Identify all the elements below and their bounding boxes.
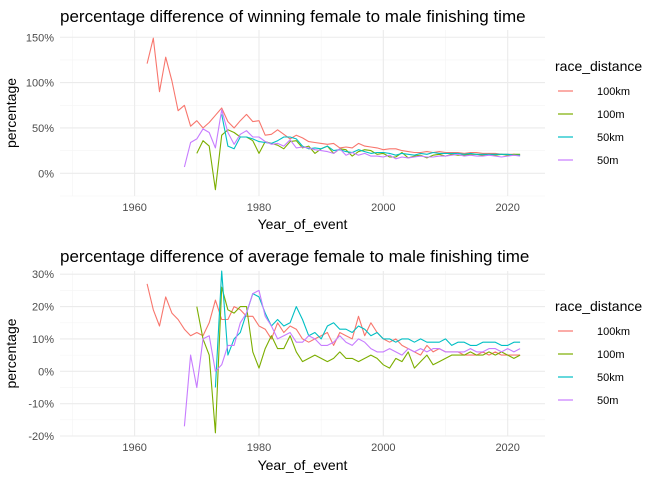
y-tick-label: 10%	[32, 334, 54, 346]
series-line-50km	[221, 114, 521, 156]
legend-title: race_distance	[555, 298, 642, 314]
y-tick-label: 0%	[38, 366, 54, 378]
series-line-100m	[196, 129, 521, 191]
x-tick-label: 1980	[247, 202, 271, 214]
x-tick-label: 2000	[371, 442, 395, 454]
legend-label-50km: 50km	[597, 372, 624, 384]
legend-label-50m: 50m	[597, 155, 618, 167]
y-tick-label: -10%	[28, 399, 54, 411]
y-axis-title: percentage	[3, 78, 19, 148]
chart-title: percentage difference of winning female …	[60, 7, 526, 26]
legend-label-100km: 100km	[597, 86, 630, 98]
y-tick-label: 100%	[26, 78, 54, 90]
series-line-100km	[146, 37, 521, 156]
y-tick-label: 20%	[32, 302, 54, 314]
series-line-100m	[196, 286, 521, 434]
series-line-50km	[214, 270, 521, 388]
legend-label-50km: 50km	[597, 132, 624, 144]
x-tick-label: 1960	[122, 202, 146, 214]
x-axis-title: Year_of_event	[258, 457, 348, 473]
y-axis-title: percentage	[3, 318, 19, 388]
y-tick-label: -20%	[28, 431, 54, 443]
y-tick-label: 30%	[32, 269, 54, 281]
series-line-100km	[146, 283, 521, 356]
x-tick-label: 1980	[247, 442, 271, 454]
legend-label-50m: 50m	[597, 395, 618, 407]
series-line-50m	[183, 289, 521, 427]
x-tick-label: 2000	[371, 202, 395, 214]
x-axis-title: Year_of_event	[258, 216, 348, 232]
legend-label-100m: 100m	[597, 349, 625, 361]
y-tick-label: 150%	[26, 32, 54, 44]
x-tick-label: 2020	[495, 442, 519, 454]
chart-title: percentage difference of average female …	[60, 247, 529, 266]
series-line-50m	[183, 109, 521, 168]
x-tick-label: 1960	[122, 442, 146, 454]
legend-title: race_distance	[555, 58, 642, 74]
x-tick-label: 2020	[495, 202, 519, 214]
legend-label-100km: 100km	[597, 326, 630, 338]
y-tick-label: 50%	[32, 123, 54, 135]
legend-label-100m: 100m	[597, 109, 625, 121]
y-tick-label: 0%	[38, 168, 54, 180]
